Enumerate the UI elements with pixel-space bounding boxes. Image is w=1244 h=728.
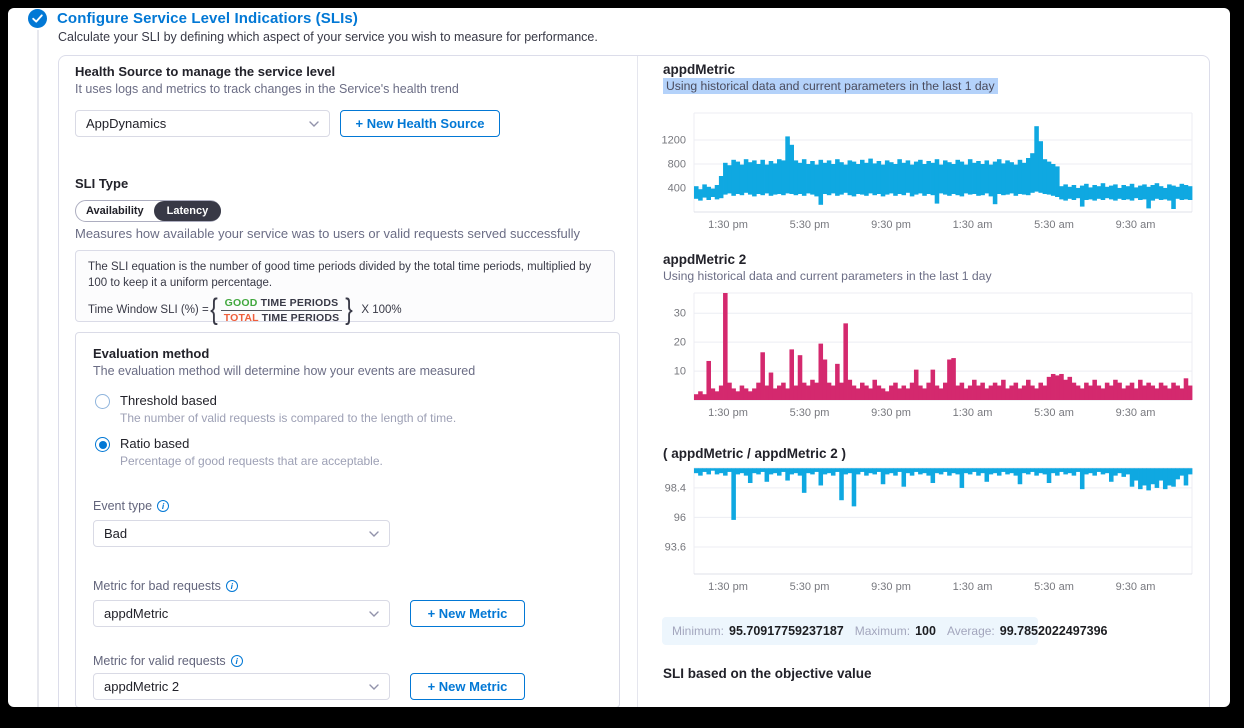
- ratio-based-description: Percentage of good requests that are acc…: [120, 454, 383, 468]
- chevron-down-icon: [369, 530, 379, 537]
- sli-equation-formula: Time Window SLI (%) = { GOOD TIME PERIOD…: [88, 295, 602, 325]
- chart2-subtitle: Using historical data and current parame…: [663, 269, 992, 283]
- average-label: Average:: [946, 624, 995, 638]
- good-periods-text: GOOD: [224, 296, 258, 309]
- svg-text:9:30 am: 9:30 am: [1116, 219, 1156, 231]
- maximum-label: Maximum:: [854, 624, 911, 638]
- page-subtitle: Calculate your SLI by defining which asp…: [58, 30, 598, 44]
- equation-multiplier: X 100%: [361, 304, 402, 317]
- sli-type-option-latency[interactable]: Latency: [153, 201, 222, 221]
- svg-text:93.6: 93.6: [665, 541, 686, 553]
- health-source-label: Health Source to manage the service leve…: [75, 64, 336, 79]
- threshold-based-label[interactable]: Threshold based: [120, 393, 217, 408]
- new-health-source-button[interactable]: + New Health Source: [340, 110, 500, 137]
- chevron-down-icon: [369, 610, 379, 617]
- health-source-description: It uses logs and metrics to track change…: [75, 82, 459, 96]
- svg-text:9:30 pm: 9:30 pm: [871, 581, 911, 593]
- chevron-down-icon: [369, 683, 379, 690]
- check-circle-icon: [28, 9, 47, 28]
- panel-divider: [637, 56, 638, 707]
- sli-type-description: Measures how available your service was …: [75, 226, 581, 241]
- event-type-selected-value: Bad: [104, 526, 128, 541]
- svg-text:96: 96: [674, 512, 686, 524]
- event-type-label: Event type i: [93, 499, 170, 513]
- metric-valid-selected-value: appdMetric 2: [104, 679, 180, 694]
- sli-type-label: SLI Type: [75, 176, 129, 191]
- sli-type-option-availability[interactable]: Availability: [86, 205, 144, 217]
- new-metric-button-bad[interactable]: + New Metric: [410, 600, 525, 627]
- health-source-select[interactable]: AppDynamics: [75, 110, 330, 137]
- svg-text:400: 400: [668, 183, 686, 195]
- new-metric-button-valid[interactable]: + New Metric: [410, 673, 525, 700]
- svg-text:5:30 am: 5:30 am: [1034, 219, 1074, 231]
- svg-text:5:30 pm: 5:30 pm: [790, 219, 830, 231]
- minimum-value: 95.70917759237187: [729, 624, 844, 638]
- metric-valid-select[interactable]: appdMetric 2: [93, 673, 390, 700]
- svg-text:30: 30: [674, 308, 686, 320]
- svg-text:9:30 pm: 9:30 pm: [871, 407, 911, 419]
- svg-text:1:30 pm: 1:30 pm: [708, 581, 748, 593]
- health-source-selected-value: AppDynamics: [86, 116, 167, 131]
- sli-equation-description: The SLI equation is the number of good t…: [88, 261, 592, 290]
- svg-text:800: 800: [668, 159, 686, 171]
- chart1-title: appdMetric: [663, 62, 736, 77]
- threshold-based-radio[interactable]: [95, 394, 110, 409]
- svg-text:1:30 pm: 1:30 pm: [708, 219, 748, 231]
- sli-equation-box: The SLI equation is the number of good t…: [75, 250, 615, 325]
- equation-label: Time Window SLI (%) =: [88, 304, 209, 317]
- svg-text:5:30 am: 5:30 am: [1034, 407, 1074, 419]
- info-icon[interactable]: i: [157, 500, 170, 512]
- appdmetric2-chart: 10 20 30 1:30 pm 5:30 pm 9:30 pm 1:30 am 5:30 a…: [674, 292, 1193, 419]
- minimum-label: Minimum:: [672, 624, 725, 638]
- total-periods-text: TOTAL: [223, 311, 259, 324]
- appdmetric-chart: 400 800 1200 1:30 pm 5:30 pm 9:30 pm 1:30 am 5:…: [662, 112, 1193, 231]
- ratio-chart: 98.4 96 93.6 1:30 pm 5:30 pm 9:30 pm 1:30 am 5:…: [665, 467, 1193, 593]
- chart2-title: appdMetric 2: [663, 252, 747, 267]
- svg-text:1:30 am: 1:30 am: [953, 407, 993, 419]
- svg-text:1:30 pm: 1:30 pm: [708, 407, 748, 419]
- chart1-subtitle: Using historical data and current parame…: [663, 78, 998, 94]
- metric-bad-label: Metric for bad requests i: [93, 579, 238, 593]
- event-type-select[interactable]: Bad: [93, 520, 390, 547]
- svg-text:1:30 am: 1:30 am: [953, 581, 993, 593]
- svg-text:9:30 pm: 9:30 pm: [871, 219, 911, 231]
- sli-objective-heading: SLI based on the objective value: [663, 666, 872, 681]
- evaluation-method-label: Evaluation method: [93, 346, 210, 361]
- evaluation-method-box: [75, 332, 620, 707]
- svg-text:98.4: 98.4: [665, 482, 686, 494]
- svg-text:5:30 am: 5:30 am: [1034, 581, 1074, 593]
- sli-type-toggle: Availability Latency: [75, 200, 222, 222]
- svg-text:5:30 pm: 5:30 pm: [790, 407, 830, 419]
- metric-valid-label: Metric for valid requests i: [93, 654, 243, 668]
- right-brace: }: [345, 293, 354, 327]
- svg-text:1200: 1200: [662, 135, 686, 147]
- evaluation-method-description: The evaluation method will determine how…: [93, 364, 476, 378]
- svg-text:9:30 am: 9:30 am: [1116, 407, 1156, 419]
- average-value: 99.7852022497396: [999, 624, 1108, 638]
- ratio-based-label[interactable]: Ratio based: [120, 436, 190, 451]
- page-title: Configure Service Level Indicatiors (SLI…: [57, 10, 358, 27]
- metric-bad-select[interactable]: appdMetric: [93, 600, 390, 627]
- equation-fraction: GOOD TIME PERIODS TOTAL TIME PERIODS: [220, 296, 343, 324]
- svg-text:9:30 am: 9:30 am: [1116, 581, 1156, 593]
- svg-text:5:30 pm: 5:30 pm: [790, 581, 830, 593]
- chevron-down-icon: [309, 120, 319, 127]
- ratio-based-radio[interactable]: [95, 437, 110, 452]
- info-icon[interactable]: i: [225, 580, 238, 592]
- chart3-title: ( appdMetric / appdMetric 2 ): [663, 446, 847, 461]
- metric-bad-selected-value: appdMetric: [104, 606, 169, 621]
- sli-stats-bar: Minimum: 95.70917759237187 Maximum: 100 …: [662, 617, 1108, 645]
- stepper-connector-line: [37, 30, 39, 707]
- svg-text:10: 10: [674, 366, 686, 378]
- svg-text:1:30 am: 1:30 am: [953, 219, 993, 231]
- threshold-based-description: The number of valid requests is compared…: [120, 411, 457, 425]
- maximum-value: 100: [915, 624, 936, 638]
- page-background: Configure Service Level Indicatiors (SLI…: [8, 8, 1230, 707]
- left-brace: {: [209, 293, 218, 327]
- svg-text:20: 20: [674, 337, 686, 349]
- info-icon[interactable]: i: [230, 655, 243, 667]
